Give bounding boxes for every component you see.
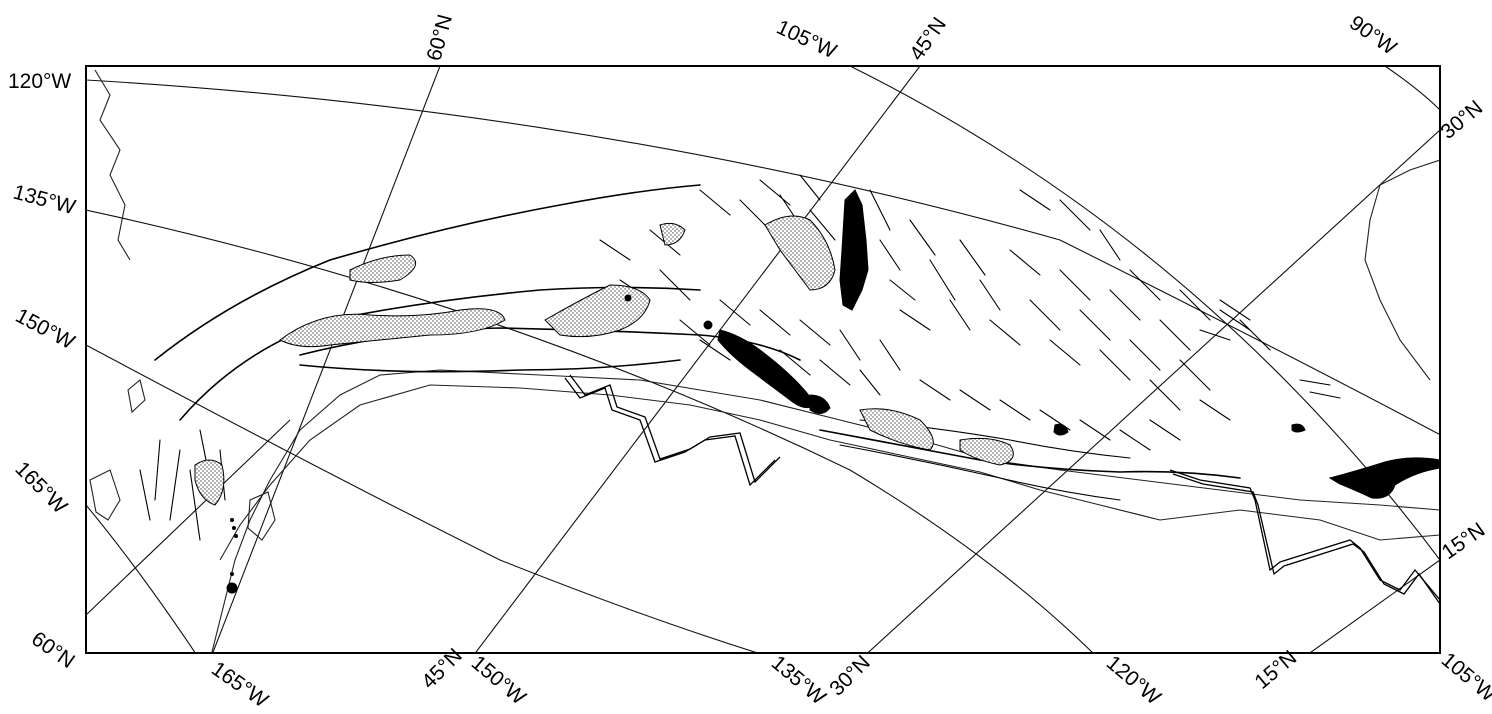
label-left-120w: 120°W (8, 70, 71, 93)
label-top-60n: 60°N (423, 12, 457, 63)
ridge-offshore-west (564, 377, 776, 487)
graticule-60n-line (212, 66, 441, 653)
coastline-outer-shelf (211, 369, 1440, 653)
coastline-east (1364, 159, 1440, 381)
label-left-165w: 165°W (10, 457, 71, 518)
label-bottom-45n: 45°N (417, 644, 466, 693)
fault-belt-coastal (299, 359, 681, 373)
label-top-90w: 90°W (1345, 11, 1401, 60)
graticule-120w-arc (86, 79, 1440, 436)
label-top-45n: 45°N (905, 13, 951, 65)
fault-southern-zone (819, 429, 1241, 479)
fault-segments (139, 174, 1341, 541)
label-bottom-150w: 150°W (467, 651, 530, 709)
graticule-30n-line (866, 129, 1440, 653)
ridge-offshore-west-double (569, 374, 781, 484)
map-content (86, 66, 1440, 653)
label-left-150w: 150°W (12, 304, 79, 354)
ridge-offshore-east-double (1172, 473, 1440, 605)
fault-belt-north (154, 184, 701, 361)
label-top-105w: 105°W (773, 16, 840, 64)
graticule-45n-line (474, 66, 921, 653)
graticule-60n-lower-line (86, 419, 291, 616)
map-frame (85, 65, 1441, 654)
coastline-island-a (89, 469, 121, 521)
label-bottom-105w: 105°W (1437, 648, 1492, 706)
fault-southern-zone-b (839, 444, 1121, 501)
label-left-60n: 60°N (27, 627, 79, 673)
label-right-30n: 30°N (1436, 96, 1487, 144)
coastline-inner (219, 384, 1440, 561)
label-bottom-120w: 120°W (1102, 651, 1165, 709)
stippled-basins (194, 215, 1014, 506)
graticule-135w-arc (86, 209, 1094, 653)
graticule-150w-arc (86, 344, 760, 653)
volcanic-fields (226, 189, 1440, 594)
coastline-island-c (247, 491, 276, 541)
label-left-135w: 135°W (11, 181, 78, 220)
label-bottom-165w: 165°W (207, 657, 272, 712)
label-bottom-135w: 135°W (767, 651, 830, 709)
graticule-90w-arc (1384, 66, 1440, 111)
coastline-west (94, 69, 131, 261)
ridge-offshore-east (1169, 469, 1440, 601)
island-dots (230, 518, 238, 576)
label-right-15n: 15°N (1438, 518, 1490, 564)
coastline-island-b (127, 379, 146, 414)
label-bottom-30n: 30°N (825, 651, 874, 700)
graticule-165w-arc (86, 504, 196, 653)
